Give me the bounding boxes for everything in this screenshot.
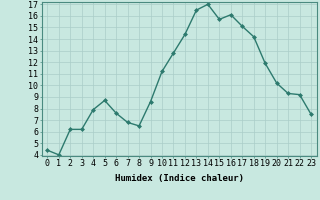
X-axis label: Humidex (Indice chaleur): Humidex (Indice chaleur) [115, 174, 244, 183]
